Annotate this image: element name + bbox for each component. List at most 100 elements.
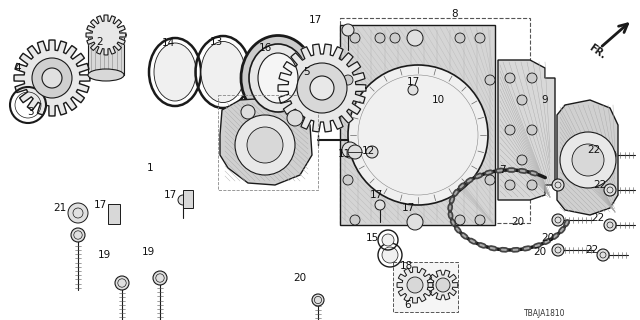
Circle shape — [527, 180, 537, 190]
Polygon shape — [557, 100, 618, 215]
Circle shape — [348, 65, 488, 205]
Text: 8: 8 — [452, 9, 458, 19]
Circle shape — [235, 115, 295, 175]
Circle shape — [517, 95, 527, 105]
Text: 4: 4 — [15, 63, 21, 73]
Text: 17: 17 — [308, 15, 322, 25]
Text: 21: 21 — [53, 203, 67, 213]
Polygon shape — [220, 98, 312, 185]
Text: 19: 19 — [97, 250, 111, 260]
Text: 20: 20 — [541, 233, 555, 243]
Circle shape — [407, 214, 423, 230]
Text: 1: 1 — [147, 163, 154, 173]
Circle shape — [436, 278, 450, 292]
Text: 3: 3 — [27, 107, 33, 117]
Text: 22: 22 — [591, 213, 605, 223]
Polygon shape — [88, 35, 124, 75]
Circle shape — [455, 33, 465, 43]
Polygon shape — [86, 15, 126, 55]
Text: 10: 10 — [431, 95, 445, 105]
Circle shape — [505, 73, 515, 83]
Circle shape — [552, 179, 564, 191]
Text: 20: 20 — [293, 273, 307, 283]
Text: 6: 6 — [404, 300, 412, 310]
Bar — [218, 95, 318, 190]
Circle shape — [604, 149, 616, 161]
Circle shape — [475, 33, 485, 43]
Circle shape — [455, 215, 465, 225]
Circle shape — [68, 203, 88, 223]
Bar — [340, 18, 530, 223]
Ellipse shape — [154, 43, 196, 101]
Text: 13: 13 — [209, 37, 223, 47]
Text: 17: 17 — [369, 190, 383, 200]
Circle shape — [153, 271, 167, 285]
Circle shape — [527, 125, 537, 135]
Bar — [393, 262, 458, 312]
Ellipse shape — [258, 53, 298, 103]
Circle shape — [552, 214, 564, 226]
Text: 14: 14 — [161, 38, 175, 48]
Text: 22: 22 — [586, 245, 598, 255]
Circle shape — [32, 58, 72, 98]
Circle shape — [247, 127, 283, 163]
Circle shape — [560, 132, 616, 188]
Circle shape — [604, 184, 616, 196]
Text: 20: 20 — [511, 217, 525, 227]
Circle shape — [475, 215, 485, 225]
Ellipse shape — [249, 44, 307, 112]
Text: 7: 7 — [499, 165, 506, 175]
Text: 17: 17 — [93, 200, 107, 210]
Circle shape — [310, 76, 334, 100]
Text: TBAJA1810: TBAJA1810 — [524, 308, 565, 317]
Circle shape — [552, 244, 564, 256]
Circle shape — [343, 75, 353, 85]
Circle shape — [604, 219, 616, 231]
Circle shape — [115, 276, 129, 290]
Bar — [108, 204, 120, 224]
Circle shape — [42, 68, 62, 88]
Polygon shape — [340, 25, 495, 225]
Text: 16: 16 — [259, 43, 271, 53]
Circle shape — [241, 105, 255, 119]
Circle shape — [517, 155, 527, 165]
Text: 18: 18 — [399, 261, 413, 271]
Circle shape — [312, 294, 324, 306]
Text: 22: 22 — [593, 180, 607, 190]
Text: 17: 17 — [406, 77, 420, 87]
Text: 15: 15 — [365, 233, 379, 243]
Circle shape — [348, 145, 362, 159]
Ellipse shape — [241, 36, 315, 121]
Circle shape — [343, 175, 353, 185]
Circle shape — [485, 175, 495, 185]
Circle shape — [382, 247, 398, 263]
Text: 12: 12 — [362, 146, 374, 156]
Polygon shape — [498, 60, 555, 200]
Circle shape — [485, 75, 495, 85]
Circle shape — [375, 33, 385, 43]
Text: 22: 22 — [588, 145, 600, 155]
Polygon shape — [397, 267, 433, 303]
Ellipse shape — [88, 29, 124, 41]
Text: FR.: FR. — [587, 43, 607, 61]
Circle shape — [350, 215, 360, 225]
Text: 5: 5 — [303, 67, 309, 77]
Text: 20: 20 — [533, 247, 547, 257]
Polygon shape — [14, 40, 90, 116]
Ellipse shape — [201, 42, 245, 102]
Circle shape — [408, 85, 418, 95]
Text: 19: 19 — [141, 247, 155, 257]
Circle shape — [597, 249, 609, 261]
Circle shape — [407, 277, 423, 293]
Text: 9: 9 — [541, 95, 548, 105]
Text: 17: 17 — [163, 190, 177, 200]
Text: 11: 11 — [337, 149, 351, 159]
Circle shape — [71, 228, 85, 242]
Circle shape — [390, 33, 400, 43]
Circle shape — [297, 63, 347, 113]
Circle shape — [527, 73, 537, 83]
Circle shape — [505, 180, 515, 190]
Circle shape — [342, 142, 358, 158]
Circle shape — [287, 110, 303, 126]
Circle shape — [178, 195, 188, 205]
